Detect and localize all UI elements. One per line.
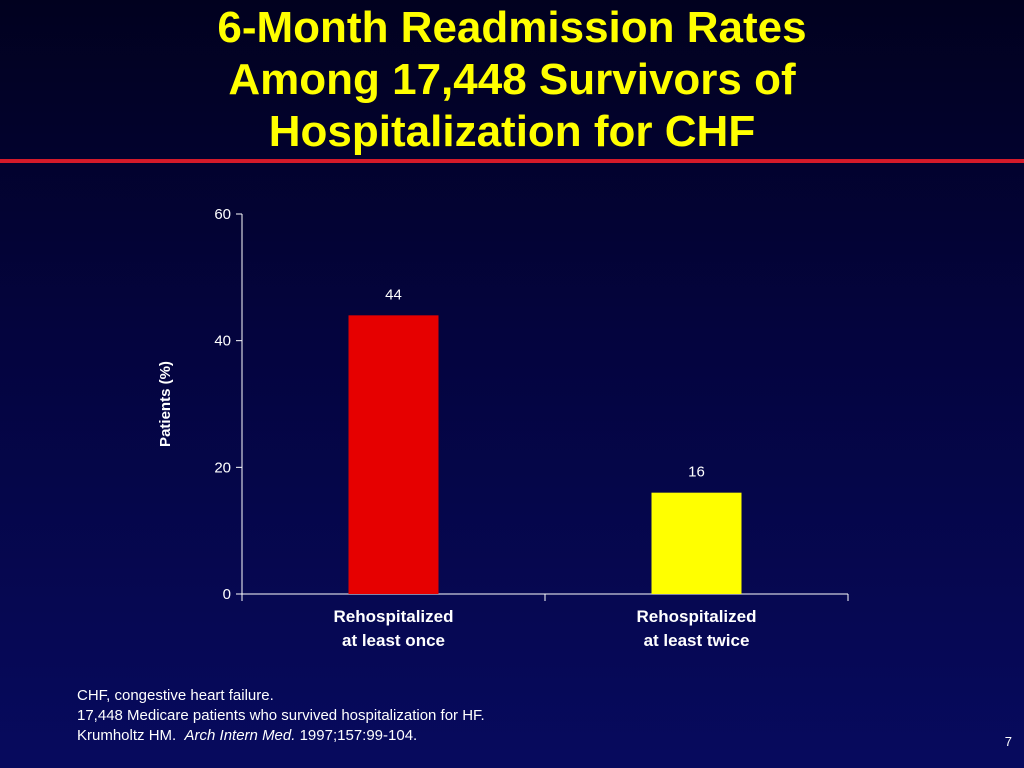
x-category-label: at least twice [644, 631, 750, 650]
x-category-label: at least once [342, 631, 445, 650]
bar [651, 492, 742, 594]
bar-data-label: 44 [385, 286, 402, 303]
y-tick-label: 20 [214, 459, 231, 476]
bar-data-label: 16 [688, 464, 705, 481]
footnotes: CHF, congestive heart failure. 17,448 Me… [77, 686, 485, 746]
footnote-citation: Krumholtz HM. Arch Intern Med. 1997;157:… [77, 726, 485, 746]
citation-reference: 1997;157:99-104. [299, 727, 418, 744]
title-line-1: 6-Month Readmission Rates [217, 3, 807, 52]
y-tick-label: 0 [223, 586, 231, 603]
citation-author: Krumholtz HM. [77, 727, 177, 744]
page-number: 7 [1004, 734, 1012, 749]
title-divider [0, 159, 1024, 163]
citation-journal: Arch Intern Med. [184, 727, 296, 744]
x-category-label: Rehospitalized [637, 607, 757, 626]
slide-title: 6-Month Readmission Rates Among 17,448 S… [0, 0, 1024, 158]
bar [348, 315, 439, 594]
y-axis-label: Patients (%) [157, 361, 174, 447]
footnote-population: 17,448 Medicare patients who survived ho… [77, 707, 485, 724]
y-tick-label: 60 [214, 206, 231, 223]
y-tick-label: 40 [214, 333, 231, 350]
title-line-2: Among 17,448 Survivors of [228, 55, 796, 104]
title-line-3: Hospitalization for CHF [268, 107, 756, 156]
footnote-abbreviation: CHF, congestive heart failure. [77, 687, 274, 704]
x-category-label: Rehospitalized [334, 607, 454, 626]
